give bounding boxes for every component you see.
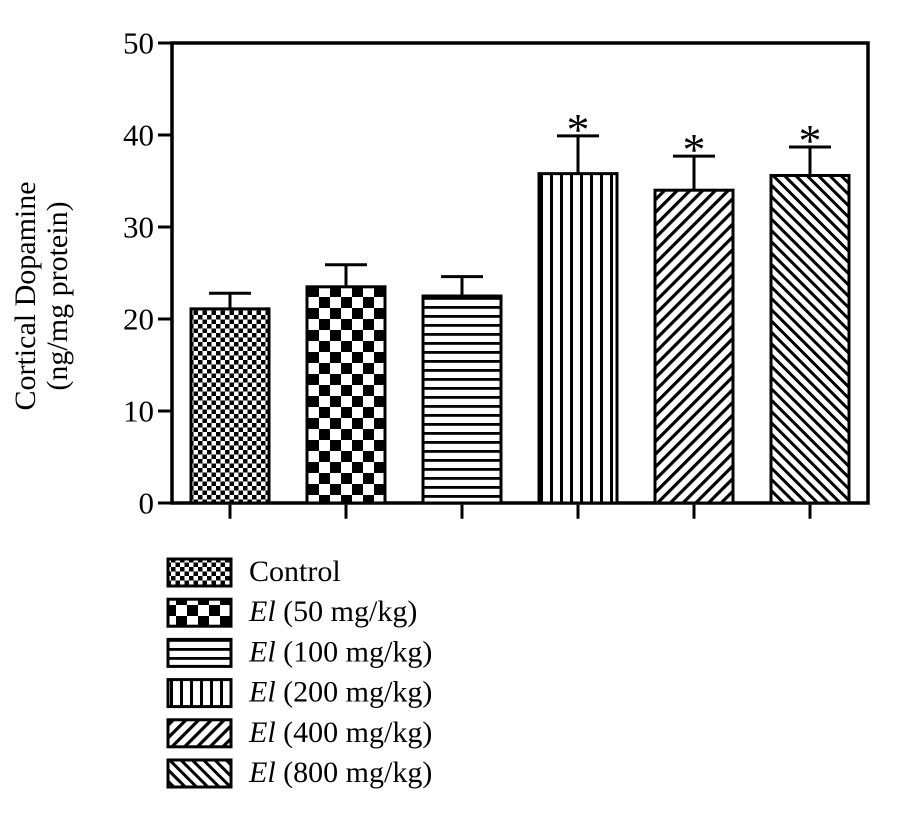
- plot-area: 0 10 20 30 40 50 * * *: [123, 26, 870, 521]
- y-tick-label: 20: [123, 302, 154, 337]
- y-tick-label: 10: [123, 394, 154, 429]
- bar-control: [189, 307, 271, 505]
- significance-asterisk-el-800-mg-kg: *: [799, 115, 822, 166]
- legend-swatch-el-800-mg-kg: [166, 758, 233, 789]
- legend-swatch-el-50-mg-kg: [166, 597, 233, 628]
- legend-swatch-el-200-mg-kg: [166, 678, 233, 709]
- significance-asterisk-el-400-mg-kg: *: [683, 124, 706, 175]
- y-tick-label: 30: [123, 210, 154, 245]
- legend-swatch-el-400-mg-kg: [166, 718, 233, 749]
- y-axis-label-line1: Cortical Dopamine: [9, 181, 42, 410]
- y-tick-label: 0: [139, 486, 155, 521]
- legend-swatch-control: [166, 557, 233, 588]
- legend-label-control: Control: [249, 555, 341, 588]
- y-tick-label: 50: [123, 26, 154, 61]
- legend-label-el-400-mg-kg: El (400 mg/kg): [248, 716, 432, 749]
- legend-label-el-200-mg-kg: El (200 mg/kg): [248, 676, 432, 709]
- bar-el-50-mg-kg: [305, 285, 387, 505]
- y-tick-label: 40: [123, 118, 154, 153]
- bar-el-400-mg-kg: [653, 188, 735, 505]
- legend: Control El (50 mg/kg) El (100 mg/kg) El (20…: [166, 555, 432, 789]
- legend-label-el-50-mg-kg: El (50 mg/kg): [248, 595, 417, 628]
- legend-label-el-100-mg-kg: El (100 mg/kg): [248, 635, 432, 668]
- bar-el-800-mg-kg: [769, 173, 851, 505]
- legend-label-el-800-mg-kg: El (800 mg/kg): [248, 756, 432, 789]
- significance-asterisk-el-200-mg-kg: *: [567, 104, 590, 155]
- bar-el-200-mg-kg: [537, 172, 619, 505]
- legend-swatch-el-100-mg-kg: [166, 637, 233, 668]
- plot-frame: [170, 41, 870, 505]
- bar-el-100-mg-kg: [421, 294, 503, 505]
- y-axis-label-line2: (ng/mg protein): [41, 201, 74, 390]
